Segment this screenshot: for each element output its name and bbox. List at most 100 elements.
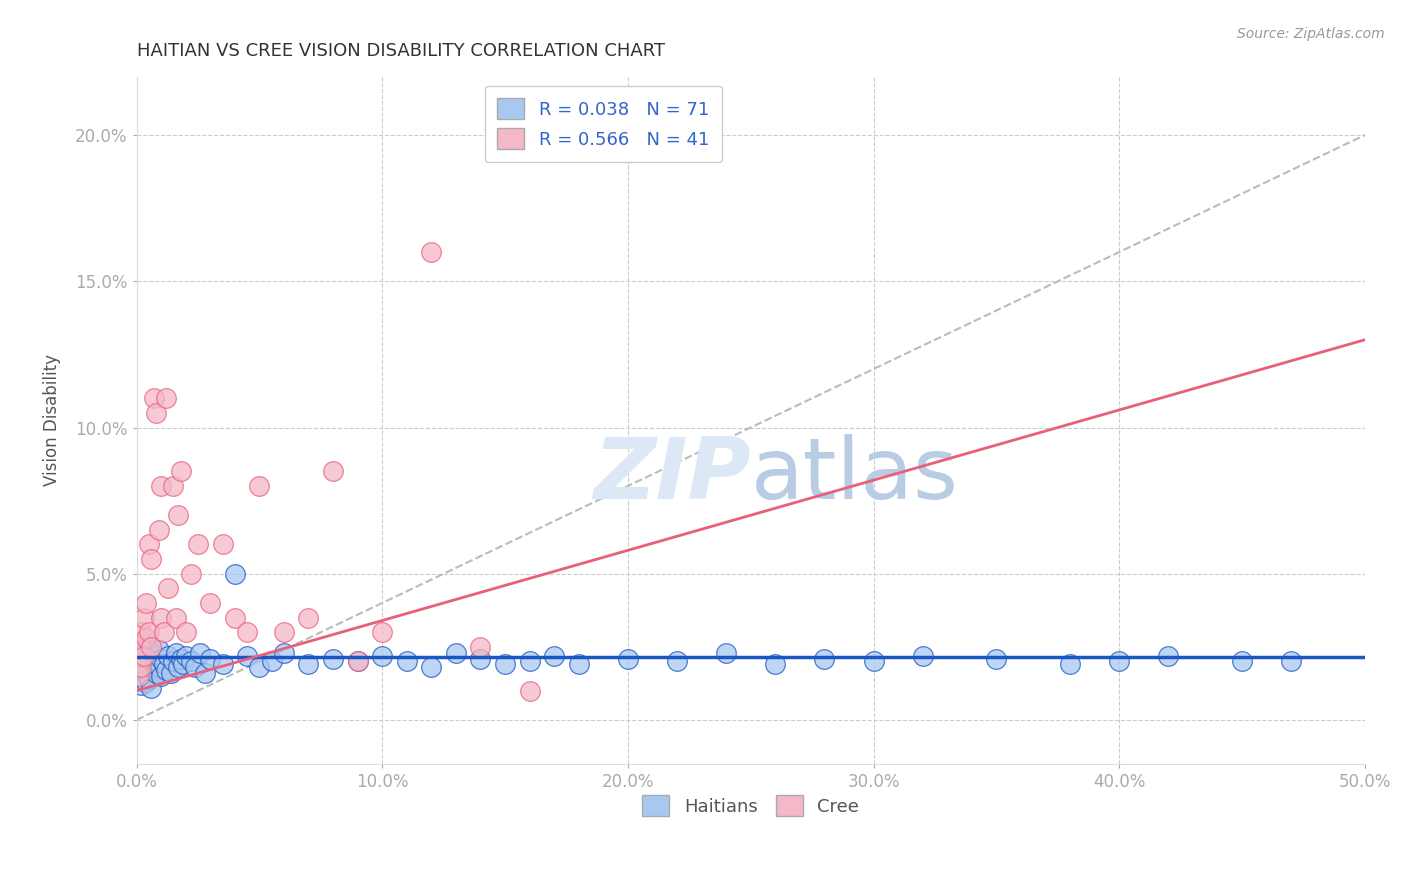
Point [862,655,884,669]
Point [714,646,737,660]
Point [371,648,394,663]
Point [132,666,155,681]
Point [170,464,193,478]
Point [236,648,259,663]
Point [145,406,167,420]
Point [135,596,157,610]
Point [148,660,170,674]
Point [211,537,233,551]
Point [141,681,163,695]
Point [141,552,163,566]
Point [138,642,160,657]
Point [138,537,160,551]
Point [150,610,173,624]
Point [1059,657,1081,672]
Point [141,640,163,654]
Point [145,666,167,681]
Point [160,666,183,681]
Point [813,651,835,665]
Point [138,625,160,640]
Text: ZIP: ZIP [593,434,751,516]
Point [911,648,934,663]
Point [1157,648,1180,663]
Point [131,660,153,674]
Point [138,672,160,686]
Point [131,660,153,674]
Point [128,669,150,683]
Point [170,651,193,665]
Point [247,479,270,493]
Point [180,566,202,581]
Point [174,625,197,640]
Point [150,479,173,493]
Point [346,655,368,669]
Point [187,537,209,551]
Legend: Haitians, Cree: Haitians, Cree [636,789,866,823]
Point [470,651,492,665]
Point [132,610,155,624]
Point [167,660,190,674]
Point [346,655,368,669]
Point [1230,655,1253,669]
Point [247,660,270,674]
Point [184,660,207,674]
Point [297,657,319,672]
Point [519,683,541,698]
Point [617,651,640,665]
Point [180,655,202,669]
Point [260,655,283,669]
Point [194,666,217,681]
Point [543,648,565,663]
Point [1108,655,1130,669]
Point [131,648,153,663]
Point [444,646,467,660]
Point [141,646,163,660]
Point [224,566,246,581]
Point [165,610,187,624]
Point [155,391,177,405]
Point [165,646,187,660]
Y-axis label: Vision Disability: Vision Disability [44,354,60,486]
Point [152,657,174,672]
Point [145,655,167,669]
Point [224,610,246,624]
Point [420,245,443,260]
Point [763,657,786,672]
Point [211,657,233,672]
Point [128,655,150,669]
Point [150,651,173,665]
Point [128,640,150,654]
Point [297,610,319,624]
Point [152,625,174,640]
Point [150,669,173,683]
Point [200,651,222,665]
Text: Source: ZipAtlas.com: Source: ZipAtlas.com [1237,27,1385,41]
Point [142,391,165,405]
Point [174,648,197,663]
Point [322,651,344,665]
Point [131,625,153,640]
Point [172,657,194,672]
Point [273,625,295,640]
Point [167,508,190,523]
Point [162,479,184,493]
Point [470,640,492,654]
Point [132,657,155,672]
Point [568,657,591,672]
Point [131,678,153,692]
Point [157,582,180,596]
Point [148,642,170,657]
Point [162,655,184,669]
Point [665,655,688,669]
Point [494,657,516,672]
Point [420,660,443,674]
Point [273,646,295,660]
Text: atlas: atlas [751,434,959,516]
Point [128,669,150,683]
Point [986,651,1008,665]
Point [141,660,163,674]
Point [148,523,170,537]
Point [395,655,418,669]
Point [132,640,155,654]
Point [1279,655,1302,669]
